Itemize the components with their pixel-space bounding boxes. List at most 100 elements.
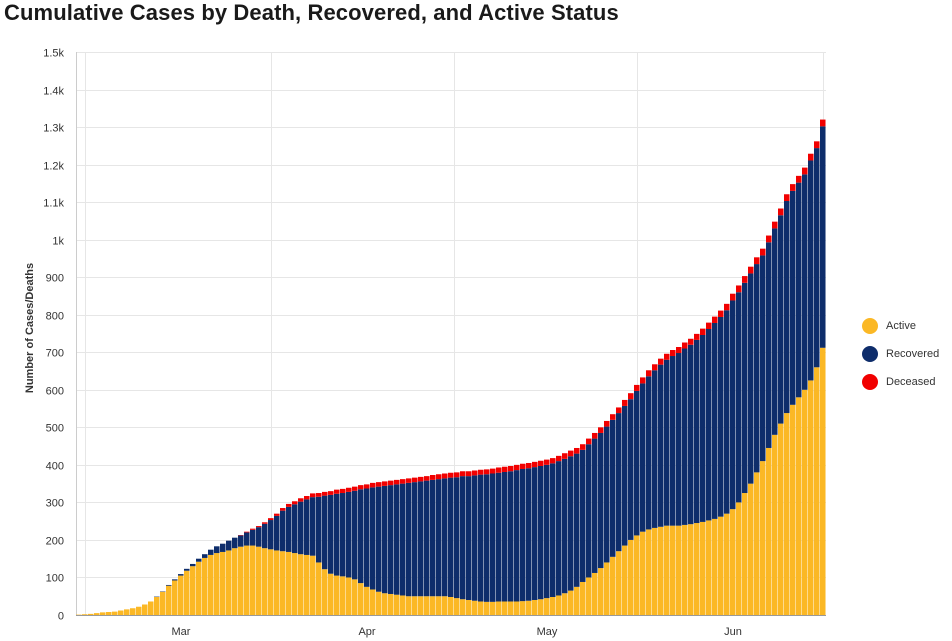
bar-recovered-94: [640, 383, 646, 532]
bar-active-120: [796, 397, 802, 615]
bar-active-9: [130, 608, 136, 615]
bar-deceased-51: [382, 481, 388, 486]
bar-active-81: [562, 593, 568, 615]
bar-active-51: [382, 593, 388, 615]
bar-recovered-85: [586, 444, 592, 578]
bar-recovered-43: [334, 493, 340, 576]
bar-active-91: [622, 545, 628, 615]
bar-deceased-30: [256, 526, 262, 528]
bar-deceased-95: [646, 370, 652, 377]
x-tick-label: Jun: [724, 626, 742, 638]
bar-deceased-62: [448, 472, 454, 478]
bar-deceased-56: [412, 477, 418, 483]
bar-active-45: [346, 577, 352, 615]
bar-recovered-73: [514, 470, 520, 602]
bar-active-93: [634, 535, 640, 615]
legend-item-deceased[interactable]: Deceased: [862, 368, 948, 396]
bar-deceased-49: [370, 482, 376, 488]
bar-recovered-56: [412, 482, 418, 597]
bar-active-71: [502, 601, 508, 615]
bar-deceased-99: [670, 350, 676, 357]
bar-deceased-47: [358, 485, 364, 490]
bar-active-16: [172, 580, 178, 615]
bar-deceased-76: [532, 461, 538, 468]
x-tick-label: Apr: [358, 626, 375, 638]
bar-recovered-26: [232, 537, 238, 549]
bar-active-115: [766, 447, 772, 615]
legend-item-recovered[interactable]: Recovered: [862, 340, 948, 368]
bar-deceased-85: [586, 438, 592, 445]
bar-deceased-28: [244, 531, 250, 533]
bar-active-21: [202, 557, 208, 615]
bar-active-52: [388, 593, 394, 615]
bar-deceased-90: [616, 407, 622, 414]
y-tick-label: 1.4k: [43, 86, 64, 98]
bar-recovered-22: [208, 549, 214, 555]
bar-deceased-121: [802, 167, 808, 175]
bar-recovered-92: [628, 399, 634, 540]
bar-active-114: [760, 461, 766, 615]
bar-deceased-48: [364, 484, 370, 489]
bar-active-88: [604, 562, 610, 615]
bar-deceased-29: [250, 528, 256, 530]
bar-active-41: [322, 569, 328, 615]
bar-recovered-99: [670, 356, 676, 526]
bar-active-124: [820, 347, 826, 615]
bar-deceased-43: [334, 489, 340, 494]
bar-recovered-105: [706, 329, 712, 521]
chart-title: Cumulative Cases by Death, Recovered, an…: [4, 0, 619, 25]
bar-recovered-62: [448, 477, 454, 597]
bar-recovered-44: [340, 493, 346, 577]
bar-active-117: [778, 423, 784, 615]
bar-active-123: [814, 367, 820, 615]
bar-deceased-77: [538, 460, 544, 466]
bar-recovered-108: [724, 310, 730, 514]
bar-active-60: [436, 596, 442, 615]
bar-recovered-119: [790, 190, 796, 405]
bar-active-76: [532, 599, 538, 615]
bar-active-33: [274, 550, 280, 615]
bar-deceased-106: [712, 316, 718, 323]
bar-recovered-40: [316, 496, 322, 563]
bar-recovered-83: [574, 453, 580, 587]
bar-active-108: [724, 513, 730, 615]
bar-recovered-87: [598, 432, 604, 569]
bar-deceased-86: [592, 432, 598, 439]
bar-recovered-90: [616, 413, 622, 552]
bar-deceased-93: [634, 384, 640, 391]
bar-deceased-119: [790, 184, 796, 191]
bar-deceased-92: [628, 393, 634, 400]
bar-active-23: [214, 553, 220, 615]
bar-recovered-103: [694, 339, 700, 524]
bar-recovered-15: [166, 584, 172, 586]
bar-deceased-63: [454, 472, 460, 478]
bar-active-38: [304, 554, 310, 615]
legend-item-active[interactable]: Active: [862, 312, 948, 340]
bar-recovered-80: [556, 461, 562, 596]
bar-deceased-50: [376, 482, 382, 487]
bar-deceased-112: [748, 266, 754, 274]
bar-recovered-71: [502, 472, 508, 602]
bar-recovered-75: [526, 468, 532, 601]
bar-recovered-77: [538, 465, 544, 600]
bar-active-70: [496, 601, 502, 615]
bar-recovered-53: [394, 484, 400, 595]
bar-deceased-66: [472, 470, 478, 476]
bar-active-74: [520, 601, 526, 615]
bar-active-68: [484, 601, 490, 615]
bar-deceased-40: [316, 493, 322, 497]
bar-active-25: [226, 550, 232, 615]
bar-active-6: [112, 611, 118, 615]
bar-active-46: [352, 579, 358, 615]
bar-recovered-19: [190, 563, 196, 567]
bar-active-111: [742, 493, 748, 615]
bar-recovered-122: [808, 160, 814, 381]
bar-active-97: [658, 526, 664, 615]
bar-active-39: [310, 555, 316, 615]
bar-active-53: [394, 594, 400, 615]
bar-recovered-116: [772, 228, 778, 435]
bar-recovered-74: [520, 469, 526, 602]
bar-recovered-96: [652, 370, 658, 528]
bar-recovered-95: [646, 376, 652, 530]
bar-deceased-94: [640, 377, 646, 384]
